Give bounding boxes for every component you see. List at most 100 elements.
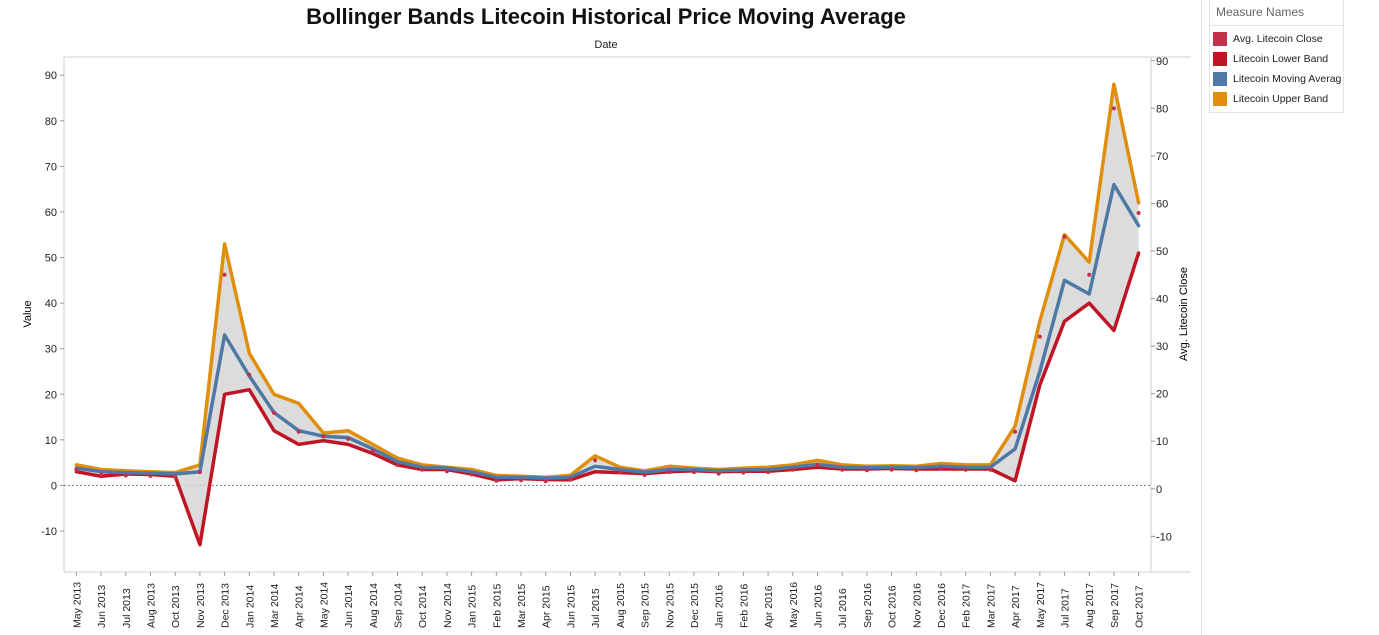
legend-item-lower-band[interactable]: Litecoin Lower Band: [1210, 49, 1343, 69]
x-tick-label: Jul 2013: [121, 588, 133, 628]
close-point: [123, 473, 128, 478]
x-tick-label: Sep 2014: [393, 583, 405, 628]
close-point: [469, 472, 474, 477]
x-tick-label: Aug 2015: [615, 583, 627, 628]
close-point: [766, 470, 771, 475]
series-moving-average-line: [74, 182, 1141, 480]
x-tick-label: Oct 2017: [1134, 585, 1146, 628]
legend-swatch: [1213, 52, 1227, 66]
y-tick-label: 0: [51, 480, 57, 492]
close-point: [617, 470, 622, 475]
x-tick-label: Apr 2015: [541, 585, 553, 628]
close-point: [197, 470, 202, 475]
legend-label: Litecoin Lower Band: [1233, 53, 1329, 65]
close-point: [667, 470, 672, 475]
x-tick-label: Jan 2014: [244, 585, 256, 628]
legend-item-upper-band[interactable]: Litecoin Upper Band: [1210, 89, 1343, 109]
band-fill: [76, 84, 1139, 545]
x-tick-label: Jun 2014: [343, 585, 355, 628]
close-point: [321, 434, 326, 439]
x-tick-label: Jul 2017: [1060, 588, 1072, 628]
legend-item-moving-average[interactable]: Litecoin Moving Averag: [1210, 69, 1343, 89]
y2-tick-label: 60: [1156, 198, 1168, 210]
x-tick-label: Sep 2017: [1109, 583, 1121, 628]
close-point: [593, 458, 598, 463]
close-point: [173, 474, 178, 479]
x-tick-label: Dec 2013: [220, 583, 232, 628]
y2-tick-label: 80: [1156, 103, 1168, 115]
close-point: [1013, 429, 1018, 434]
x-tick-label: Jun 2015: [565, 585, 577, 628]
close-point: [692, 470, 696, 475]
x-tick-label: Oct 2013: [170, 585, 182, 628]
x-tick-label: Nov 2016: [911, 583, 923, 628]
x-tick-label: Jun 2013: [96, 585, 108, 628]
legend[interactable]: Measure Names Avg. Litecoin Close Liteco…: [1209, 0, 1344, 113]
y-axis-left: -10 0 10 20 30 40 50 60 70 80 90: [41, 70, 64, 538]
x-tick-label: Jan 2016: [714, 585, 726, 628]
close-point: [1136, 211, 1141, 215]
y-tick-label: 60: [45, 207, 57, 219]
series-lower-band-line: [74, 251, 1141, 547]
legend-label: Litecoin Moving Averag: [1233, 73, 1342, 85]
y2-tick-label: 50: [1156, 246, 1168, 258]
legend-swatch: [1213, 92, 1227, 106]
y-axis-label-right: Avg. Litecoin Close: [1178, 267, 1190, 361]
close-point: [914, 468, 919, 473]
bollinger-band-area: [76, 84, 1139, 545]
x-tick-label: Mar 2017: [985, 583, 997, 628]
y-tick-label: 20: [45, 389, 57, 401]
x-tick-label: Apr 2017: [1010, 585, 1022, 628]
legend-item-avg-close[interactable]: Avg. Litecoin Close: [1210, 29, 1343, 49]
y2-tick-label: 40: [1156, 294, 1168, 306]
legend-label: Avg. Litecoin Close: [1233, 33, 1323, 45]
close-point: [1087, 272, 1092, 277]
x-tick-label: Apr 2016: [763, 585, 775, 628]
scatter-points: [74, 106, 1141, 484]
close-point: [296, 429, 301, 434]
close-point: [1111, 106, 1116, 111]
x-tick-label: Jul 2015: [590, 588, 602, 628]
y-tick-label: 10: [45, 435, 57, 447]
x-tick-label: May 2014: [318, 582, 330, 628]
x-tick-label: Aug 2013: [146, 583, 158, 628]
close-point: [790, 467, 795, 472]
x-tick-label: Sep 2016: [862, 583, 874, 628]
close-point: [543, 479, 548, 484]
legend-swatch: [1213, 72, 1227, 86]
x-tick-label: Oct 2016: [887, 585, 899, 628]
close-point: [988, 467, 993, 472]
x-tick-label: Feb 2016: [738, 583, 750, 628]
close-point: [864, 468, 869, 473]
chart-title: Bollinger Bands Litecoin Historical Pric…: [306, 4, 906, 29]
close-point: [1062, 234, 1067, 239]
x-tick-label: Aug 2014: [368, 583, 380, 628]
x-tick-label: Nov 2013: [195, 583, 207, 628]
x-tick-label: Apr 2014: [294, 585, 306, 628]
series-lines: [74, 82, 1141, 547]
x-axis: May 2013 Jun 2013 Jul 2013 Aug 2013 Oct 2013…: [71, 572, 1146, 628]
y-tick-label: 90: [45, 70, 57, 82]
close-point: [716, 471, 721, 476]
y2-tick-label: 0: [1156, 484, 1162, 496]
x-tick-label: Mar 2014: [269, 583, 281, 628]
y2-tick-label: 10: [1156, 436, 1168, 448]
close-point: [370, 448, 375, 453]
y2-tick-label: -10: [1156, 531, 1172, 543]
series-upper-band-line: [74, 82, 1141, 479]
y-axis-right: -10 0 10 20 30 40 50 60 70 80 90: [1151, 56, 1172, 543]
legend-swatch: [1213, 32, 1227, 46]
x-tick-label: Jan 2015: [467, 585, 479, 628]
y2-tick-label: 30: [1156, 341, 1168, 353]
y2-tick-label: 90: [1156, 56, 1168, 68]
x-tick-label: Feb 2017: [961, 583, 973, 628]
close-point: [74, 467, 79, 472]
x-tick-label: May 2017: [1035, 582, 1047, 628]
close-point: [494, 478, 499, 483]
close-point: [519, 478, 523, 483]
x-tick-label: Nov 2015: [664, 583, 676, 628]
legend-label: Litecoin Upper Band: [1233, 93, 1329, 105]
close-point: [1037, 334, 1042, 339]
x-tick-label: Jul 2016: [837, 588, 849, 628]
close-point: [148, 473, 153, 478]
